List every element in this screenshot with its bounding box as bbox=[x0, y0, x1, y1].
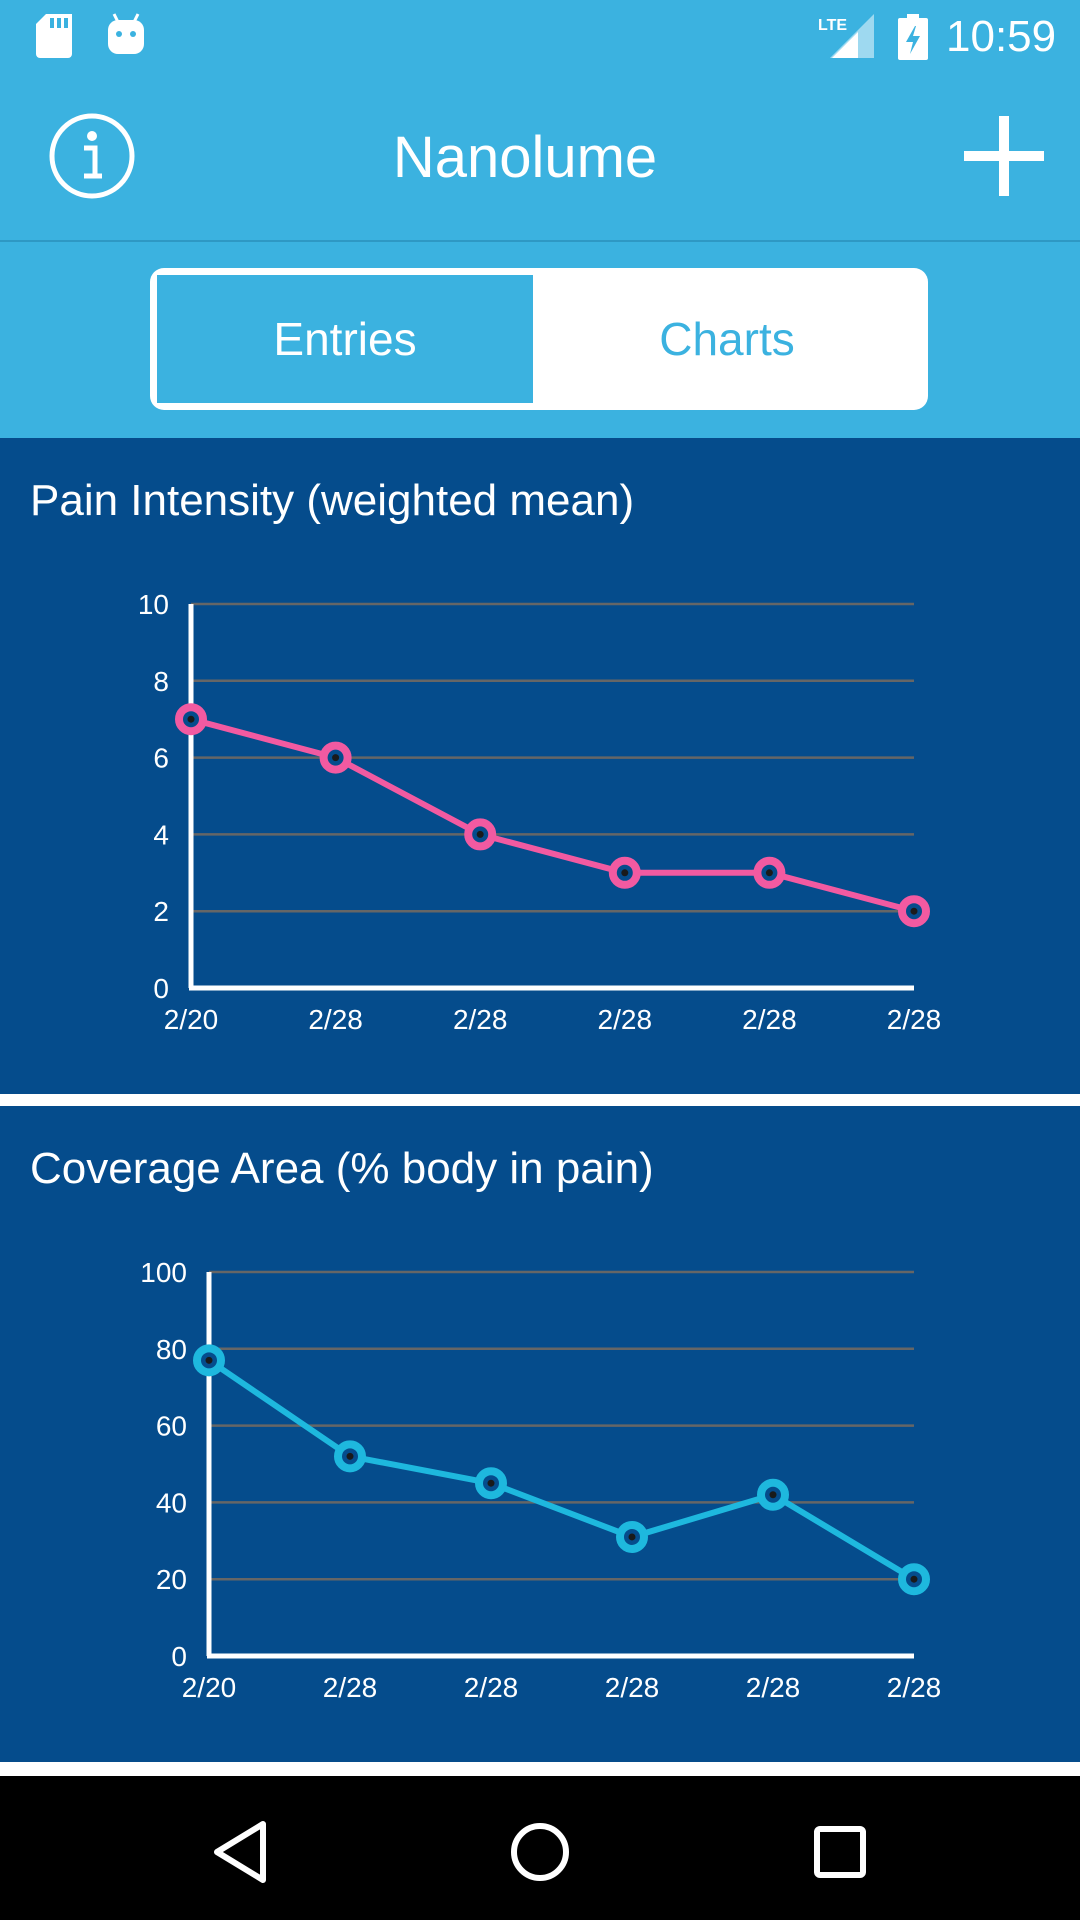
data-point-center bbox=[205, 1356, 213, 1364]
navigation-bar bbox=[0, 1776, 1080, 1920]
y-tick-label: 80 bbox=[156, 1334, 187, 1365]
android-icon bbox=[108, 13, 144, 54]
x-tick-label: 2/28 bbox=[605, 1672, 660, 1703]
data-point-center bbox=[910, 1575, 918, 1583]
x-tick-label: 2/28 bbox=[746, 1672, 801, 1703]
x-tick-label: 2/20 bbox=[182, 1672, 237, 1703]
data-point-center bbox=[765, 869, 773, 877]
app-bar: Nanolume bbox=[0, 72, 1080, 242]
back-icon[interactable] bbox=[201, 1812, 281, 1892]
data-point-center bbox=[628, 1533, 636, 1541]
data-point-center bbox=[910, 907, 918, 915]
y-tick-label: 2 bbox=[153, 896, 169, 927]
chart-title: Coverage Area (% body in pain) bbox=[30, 1144, 654, 1193]
data-point-center bbox=[621, 869, 629, 877]
x-tick-label: 2/28 bbox=[308, 1004, 363, 1035]
coverage-area-panel: Coverage Area (% body in pain) 0 20 40 60 80… bbox=[0, 1106, 1080, 1762]
data-point-center bbox=[476, 830, 484, 838]
data-point-center bbox=[332, 754, 340, 762]
coverage-area-chart: 0 20 40 60 80 100 2/20 2/28 2/28 2/28 2/28 2/28 bbox=[140, 1257, 942, 1703]
data-point-center bbox=[187, 715, 195, 723]
series-line bbox=[190, 716, 915, 915]
x-tick-label: 2/28 bbox=[323, 1672, 378, 1703]
plus-icon[interactable] bbox=[964, 116, 1044, 196]
sd-card-icon bbox=[36, 14, 72, 58]
y-tick-label: 40 bbox=[156, 1487, 187, 1518]
x-tick-label: 2/28 bbox=[464, 1672, 519, 1703]
series-line bbox=[207, 1357, 916, 1582]
x-tick-label: 2/28 bbox=[453, 1004, 508, 1035]
y-tick-label: 100 bbox=[140, 1257, 187, 1288]
x-tick-label: 2/28 bbox=[887, 1672, 942, 1703]
data-point-center bbox=[487, 1479, 495, 1487]
segmented-control: Entries Charts bbox=[150, 268, 928, 410]
x-tick-label: 2/28 bbox=[887, 1004, 942, 1035]
info-icon[interactable] bbox=[48, 112, 136, 200]
x-tick-label: 2/28 bbox=[598, 1004, 653, 1035]
divider bbox=[0, 1762, 1080, 1776]
y-tick-label: 0 bbox=[171, 1641, 187, 1672]
pain-intensity-panel: Pain Intensity (weighted mean) 0 2 4 6 8 10 2/… bbox=[0, 438, 1080, 1094]
y-tick-label: 0 bbox=[153, 973, 169, 1004]
lte-label: LTE bbox=[818, 17, 847, 34]
tab-charts[interactable]: Charts bbox=[533, 275, 921, 403]
tab-bar: Entries Charts bbox=[0, 242, 1080, 438]
lte-signal-icon: LTE bbox=[818, 14, 874, 58]
divider bbox=[0, 1094, 1080, 1106]
status-bar: LTE 10:59 bbox=[0, 0, 1080, 72]
y-tick-label: 20 bbox=[156, 1564, 187, 1595]
y-tick-label: 4 bbox=[153, 819, 169, 850]
y-tick-label: 60 bbox=[156, 1411, 187, 1442]
app-title: Nanolume bbox=[392, 125, 658, 190]
y-tick-label: 8 bbox=[153, 666, 169, 697]
data-point-center bbox=[346, 1452, 354, 1460]
status-time: 10:59 bbox=[946, 12, 1057, 61]
pain-intensity-chart: 0 2 4 6 8 10 2/20 2/28 2/28 2/28 2/28 2/28 bbox=[138, 589, 942, 1035]
chart-title: Pain Intensity (weighted mean) bbox=[30, 476, 635, 525]
y-tick-label: 6 bbox=[153, 743, 169, 774]
recents-icon[interactable] bbox=[800, 1812, 880, 1892]
y-tick-label: 10 bbox=[138, 589, 169, 620]
data-point-center bbox=[769, 1491, 777, 1499]
x-tick-label: 2/20 bbox=[164, 1004, 219, 1035]
battery-charging-icon bbox=[898, 14, 928, 60]
home-icon[interactable] bbox=[500, 1812, 580, 1892]
x-tick-label: 2/28 bbox=[742, 1004, 797, 1035]
tab-entries[interactable]: Entries bbox=[157, 275, 533, 403]
